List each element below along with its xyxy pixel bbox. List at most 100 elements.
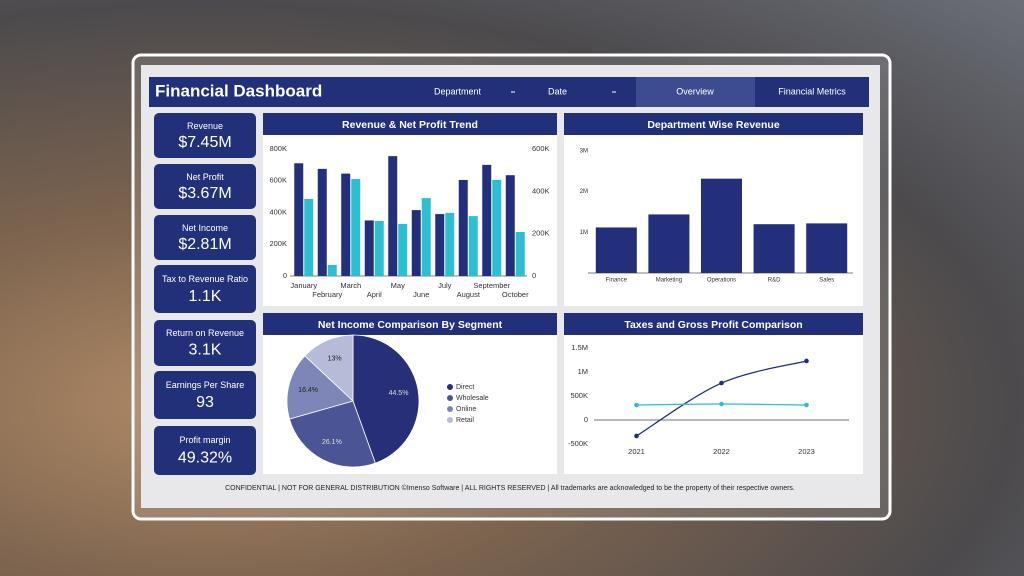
chart-title-bar [564, 113, 863, 135]
y-tick-label: 400K [532, 186, 550, 195]
bar [700, 178, 743, 273]
slice-label: 44.5% [389, 390, 409, 397]
chart-title-bar [564, 313, 863, 335]
bar [304, 198, 314, 276]
chart-title: Revenue & Net Profit Trend [342, 119, 478, 131]
bar [294, 163, 304, 276]
chart-title-bar [263, 113, 557, 135]
bar [411, 210, 421, 276]
kpi-value: 1.1K [189, 288, 222, 305]
kpi-label: Tax to Revenue Ratio [162, 274, 248, 284]
x-tick-label: October [502, 290, 529, 299]
pie-slice [352, 334, 420, 464]
bar [374, 220, 384, 276]
bar [458, 179, 468, 276]
slice-label: 13% [328, 355, 342, 362]
y-tick-label: 0 [283, 271, 287, 280]
x-tick-label: 2022 [713, 447, 730, 456]
bar [388, 156, 398, 276]
point [804, 358, 809, 364]
slice-label: 26.1% [322, 439, 342, 446]
y-tick-label: 500K [570, 391, 588, 400]
chart-title-bar [263, 313, 557, 335]
bar [468, 216, 478, 276]
tab-active[interactable] [636, 77, 755, 107]
x-tick-label: June [413, 290, 429, 299]
bar [398, 223, 408, 276]
x-tick-label: Sales [819, 278, 834, 284]
x-tick-label: 2023 [798, 447, 815, 456]
bar [327, 264, 337, 276]
kpi-label: Profit margin [179, 435, 230, 445]
y-tick-label: 2M [580, 189, 588, 195]
y-tick-label: 1M [580, 230, 588, 236]
kpi-card [154, 371, 256, 419]
kpi-label: Return on Revenue [166, 328, 244, 338]
bar [341, 173, 351, 276]
x-tick-label: March [340, 281, 361, 290]
point [804, 402, 809, 408]
point [719, 401, 724, 407]
y-tick-label: 0 [584, 415, 588, 424]
kpi-card [154, 426, 256, 475]
x-tick-label: September [473, 281, 510, 290]
bar [753, 224, 795, 273]
x-tick-label: May [391, 281, 405, 290]
y-tick-label: 600K [269, 176, 287, 185]
kpi-card [154, 113, 256, 158]
legend-label: Wholesale [456, 395, 489, 402]
bar [492, 179, 502, 276]
chart-panel [564, 313, 863, 474]
bar [595, 227, 637, 273]
pie-slice [289, 400, 376, 468]
bar [515, 231, 525, 276]
kpi-label: Net Income [182, 223, 228, 233]
bar [421, 198, 431, 276]
point [634, 433, 639, 439]
bar [505, 175, 515, 276]
y-tick-label: 200K [269, 239, 287, 248]
footer: CONFIDENTIAL | NOT FOR GENERAL DISTRIBUT… [225, 484, 795, 492]
kpi-value: 49.32% [178, 450, 232, 467]
legend-marker [447, 417, 453, 423]
point [634, 402, 639, 408]
legend-label: Retail [456, 417, 474, 424]
legend-marker [447, 406, 453, 412]
x-tick-label: R&D [768, 278, 781, 284]
y-tick-label: 1M [578, 367, 588, 376]
x-tick-label: August [457, 290, 481, 299]
x-tick-label: 2021 [628, 447, 645, 456]
x-tick-label: Operations [707, 278, 736, 284]
bar [364, 220, 374, 276]
x-tick-label: April [367, 290, 382, 299]
tab[interactable]: Financial Metrics [778, 86, 846, 96]
tab[interactable]: Overview [676, 86, 714, 96]
filter[interactable]: Department [434, 86, 482, 96]
slice-label: 16.4% [298, 387, 318, 394]
kpi-value: 93 [196, 394, 214, 411]
pie-slice [304, 334, 354, 402]
x-tick-label: January [290, 281, 317, 290]
y-tick-label: 600K [532, 144, 550, 153]
y-tick-label: 400K [269, 207, 287, 216]
kpi-value: 3.1K [189, 342, 222, 359]
y-tick-label: -500K [568, 439, 588, 448]
legend-label: Online [456, 406, 476, 413]
y-tick-label: 200K [532, 229, 550, 238]
y-tick-label: 1.5M [571, 343, 588, 352]
chart-title: Department Wise Revenue [647, 119, 780, 131]
y-tick-label: 800K [269, 144, 287, 153]
kpi-card [154, 320, 256, 366]
filter[interactable]: Date [548, 86, 567, 96]
x-tick-label: Finance [606, 278, 628, 284]
kpi-label: Earnings Per Share [166, 380, 245, 390]
bar [806, 223, 848, 273]
x-tick-label: July [438, 281, 452, 290]
bar [435, 214, 445, 276]
y-tick-label: 3M [580, 149, 588, 155]
bar [317, 168, 327, 276]
bar [482, 164, 492, 276]
point [719, 380, 724, 386]
